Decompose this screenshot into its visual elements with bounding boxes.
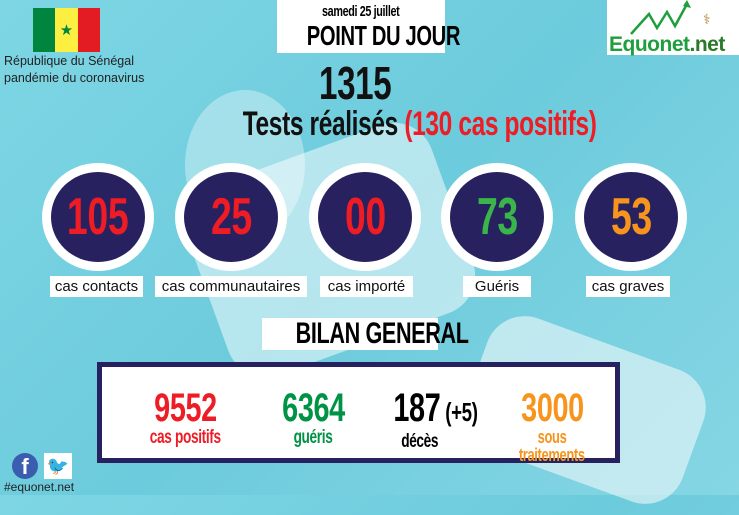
total-gueris: 6364 xyxy=(281,386,345,430)
logo-text: Equonet.net xyxy=(609,33,725,56)
bilan-title: BILAN GENERAL xyxy=(295,317,469,350)
label-cas-contacts: cas contacts xyxy=(50,276,143,297)
circle-value: 73 xyxy=(476,188,518,246)
equonet-logo: ⚕ Equonet.net xyxy=(607,0,739,56)
senegal-flag: ★ xyxy=(33,8,100,52)
label-cas-importe: cas importé xyxy=(320,276,413,297)
label-gueris: Guéris xyxy=(463,276,531,297)
hashtag: #equonet.net xyxy=(4,480,75,494)
page-title: POINT DU JOUR xyxy=(306,20,461,51)
circle-value: 25 xyxy=(210,188,252,246)
tests-count: 1315 xyxy=(318,57,392,109)
bilan-box: 9552 cas positifs 6364 guéris 187 (+5) d… xyxy=(97,362,620,465)
circle-cas-graves: 53 xyxy=(575,163,687,271)
total-positifs: 9552 xyxy=(153,386,217,430)
circle-cas-communautaires: 25 xyxy=(175,163,287,271)
date: samedi 25 juillet xyxy=(322,3,400,20)
deces-delta: (+5) xyxy=(444,397,478,427)
circle-value: 00 xyxy=(344,188,386,246)
star-icon: ★ xyxy=(55,8,78,52)
header-title-box: samedi 25 juillet POINT DU JOUR xyxy=(277,0,460,53)
country-name: République du Sénégal xyxy=(4,54,134,68)
svg-text:⚕: ⚕ xyxy=(703,11,711,27)
total-deces-label: décès xyxy=(401,431,439,452)
tests-label: Tests réalisés xyxy=(243,105,399,143)
twitter-icon[interactable]: 🐦 xyxy=(44,453,72,479)
traitement-label-1: sous xyxy=(537,427,567,447)
total-deces: 187 xyxy=(392,386,440,430)
label-cas-communautaires: cas communautaires xyxy=(155,276,307,297)
circle-cas-importe: 00 xyxy=(309,163,421,271)
pandemic-subtitle: pandémie du coronavirus xyxy=(4,71,145,85)
facebook-icon[interactable]: f xyxy=(12,453,38,479)
bilan-title-box: BILAN GENERAL xyxy=(262,318,469,350)
circle-value: 105 xyxy=(67,188,129,246)
tests-positives: (130 cas positifs) xyxy=(404,105,598,143)
total-gueris-label: guéris xyxy=(293,427,333,448)
label-cas-graves: cas graves xyxy=(586,276,670,297)
traitement-label-2: traitements xyxy=(519,445,585,465)
circle-value: 53 xyxy=(610,188,652,246)
circle-gueris: 73 xyxy=(441,163,553,271)
total-traitement: 3000 xyxy=(520,386,584,430)
total-positifs-label: cas positifs xyxy=(149,427,221,448)
circle-cas-contacts: 105 xyxy=(42,163,154,271)
chart-arrow-icon: ⚕ xyxy=(630,0,711,35)
